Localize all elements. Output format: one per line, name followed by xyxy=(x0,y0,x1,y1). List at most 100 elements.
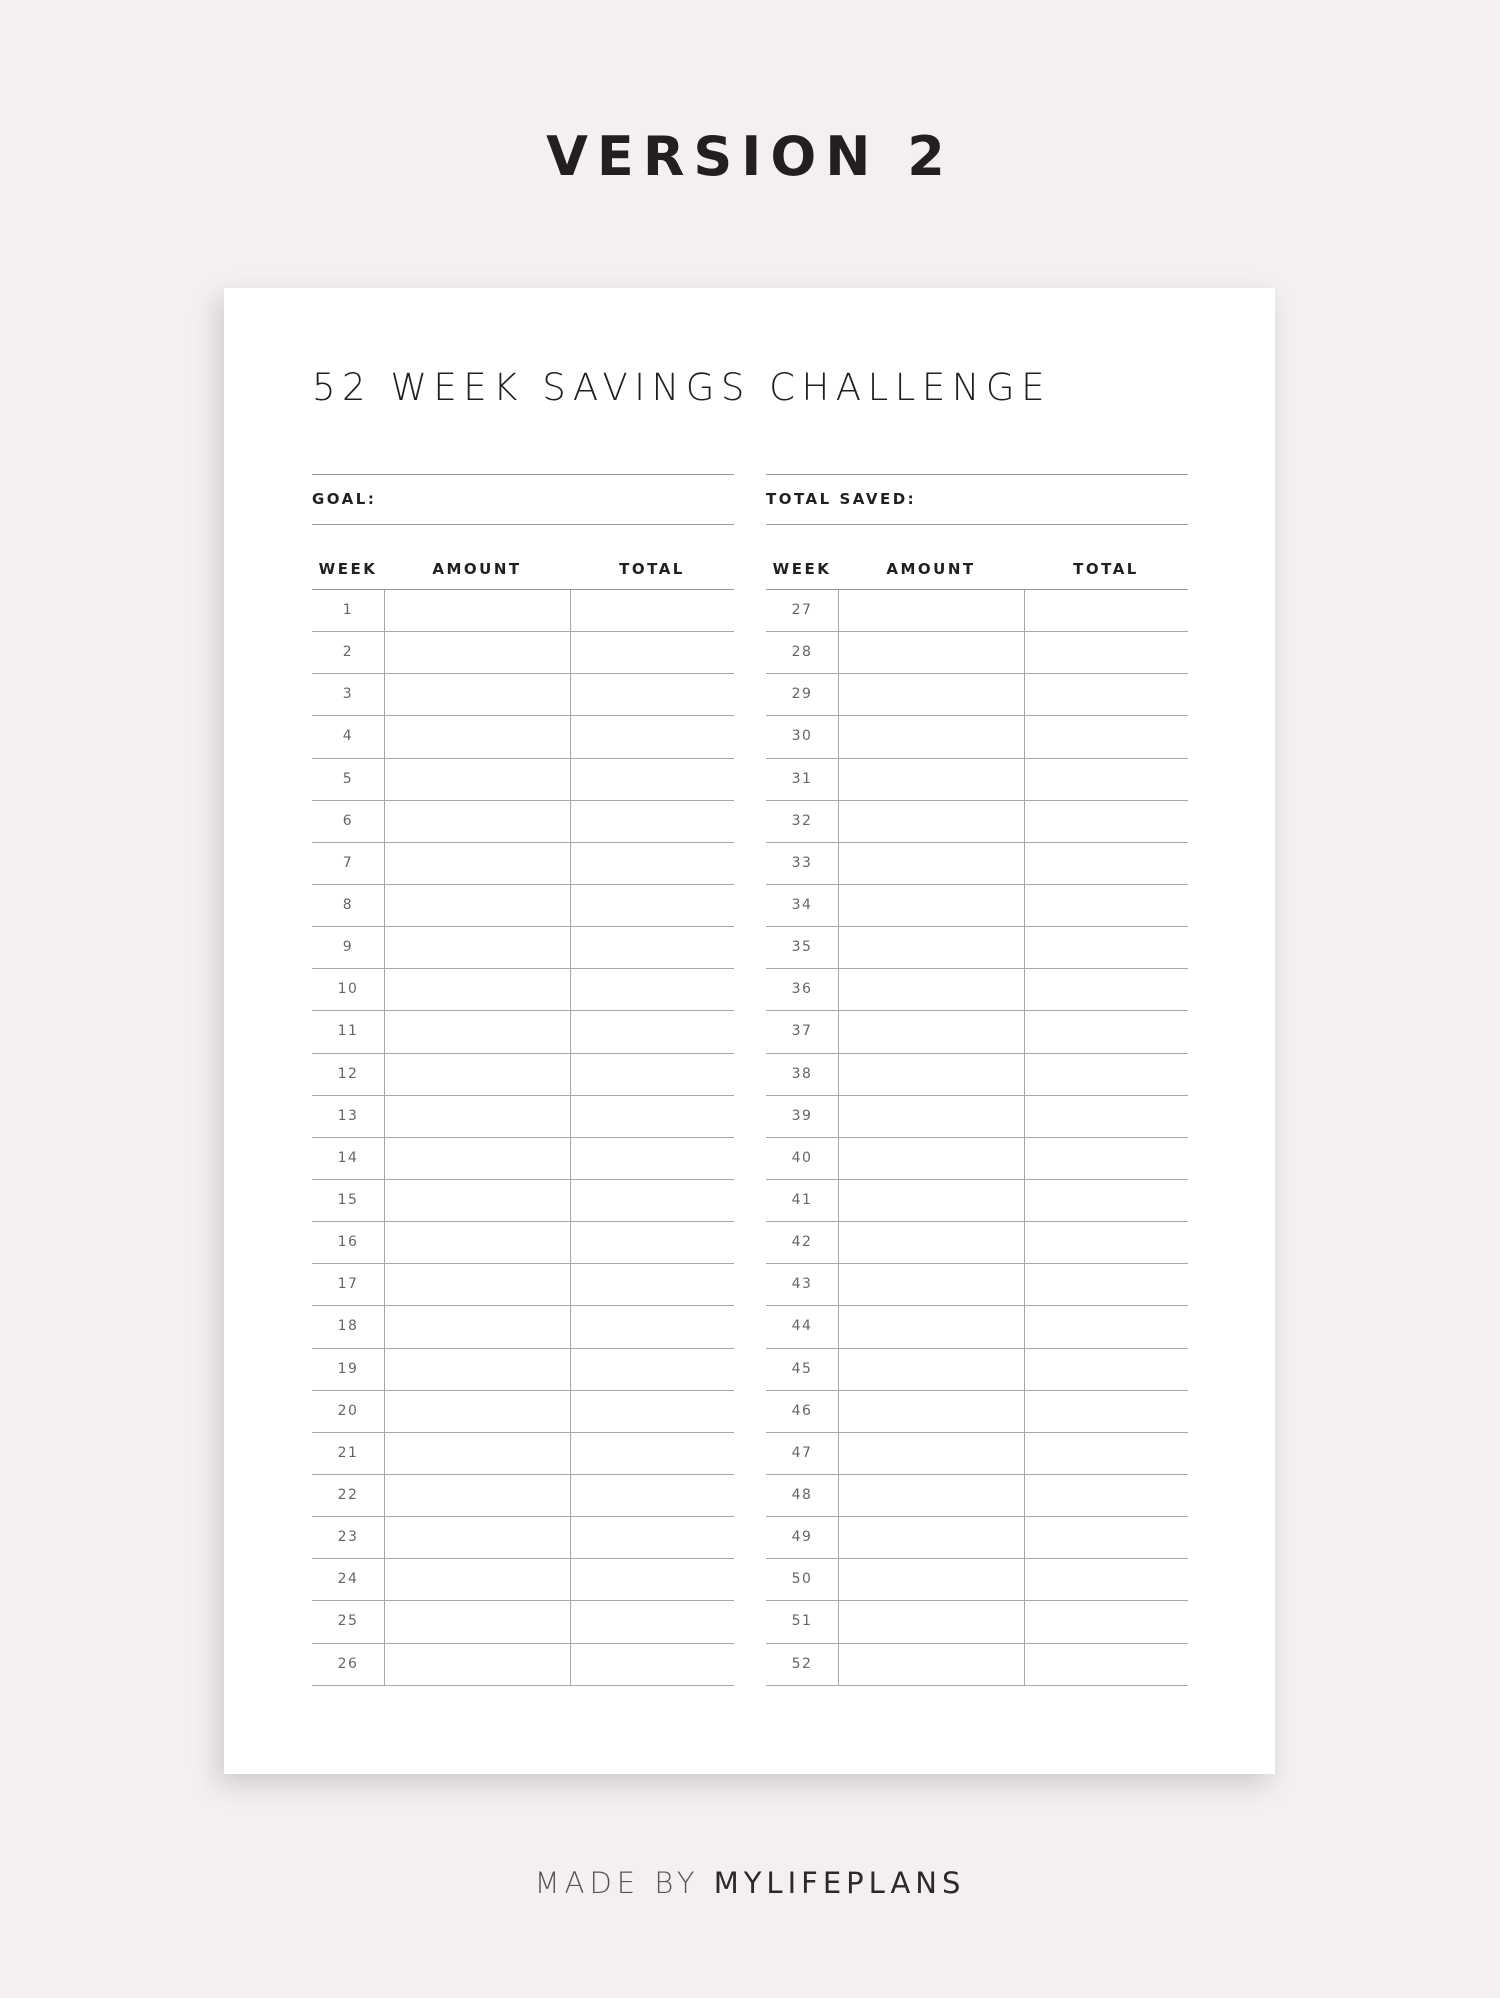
total-cell[interactable] xyxy=(570,1348,734,1390)
total-cell[interactable] xyxy=(1024,590,1188,632)
amount-cell[interactable] xyxy=(838,1137,1024,1179)
amount-cell[interactable] xyxy=(838,1095,1024,1137)
goal-field[interactable]: GOAL: xyxy=(312,474,734,525)
amount-cell[interactable] xyxy=(838,1264,1024,1306)
amount-cell[interactable] xyxy=(384,1390,570,1432)
amount-cell[interactable] xyxy=(838,1306,1024,1348)
total-cell[interactable] xyxy=(1024,800,1188,842)
amount-cell[interactable] xyxy=(838,884,1024,927)
amount-cell[interactable] xyxy=(838,1559,1024,1601)
total-cell[interactable] xyxy=(1024,716,1188,758)
total-cell[interactable] xyxy=(570,590,734,632)
amount-cell[interactable] xyxy=(838,842,1024,884)
total-cell[interactable] xyxy=(570,632,734,674)
total-cell[interactable] xyxy=(570,1137,734,1179)
amount-cell[interactable] xyxy=(384,1643,570,1685)
amount-cell[interactable] xyxy=(384,1095,570,1137)
amount-cell[interactable] xyxy=(384,1601,570,1643)
amount-cell[interactable] xyxy=(384,927,570,969)
total-cell[interactable] xyxy=(1024,1348,1188,1390)
total-cell[interactable] xyxy=(570,716,734,758)
total-cell[interactable] xyxy=(570,800,734,842)
total-cell[interactable] xyxy=(1024,969,1188,1011)
amount-cell[interactable] xyxy=(384,758,570,800)
total-cell[interactable] xyxy=(1024,1517,1188,1559)
amount-cell[interactable] xyxy=(838,716,1024,758)
total-cell[interactable] xyxy=(1024,1222,1188,1264)
amount-cell[interactable] xyxy=(384,1559,570,1601)
total-cell[interactable] xyxy=(1024,1179,1188,1222)
amount-cell[interactable] xyxy=(384,632,570,674)
amount-cell[interactable] xyxy=(384,1264,570,1306)
amount-cell[interactable] xyxy=(838,1011,1024,1053)
amount-cell[interactable] xyxy=(838,1432,1024,1474)
amount-cell[interactable] xyxy=(838,969,1024,1011)
amount-cell[interactable] xyxy=(384,969,570,1011)
total-cell[interactable] xyxy=(570,1432,734,1474)
amount-cell[interactable] xyxy=(384,1222,570,1264)
total-cell[interactable] xyxy=(1024,1643,1188,1685)
amount-cell[interactable] xyxy=(384,1474,570,1517)
total-cell[interactable] xyxy=(570,1474,734,1517)
total-cell[interactable] xyxy=(1024,1390,1188,1432)
total-cell[interactable] xyxy=(1024,927,1188,969)
amount-cell[interactable] xyxy=(384,590,570,632)
total-cell[interactable] xyxy=(1024,1474,1188,1517)
total-cell[interactable] xyxy=(570,1306,734,1348)
total-cell[interactable] xyxy=(1024,1559,1188,1601)
amount-cell[interactable] xyxy=(838,1179,1024,1222)
amount-cell[interactable] xyxy=(838,1390,1024,1432)
total-cell[interactable] xyxy=(570,1264,734,1306)
amount-cell[interactable] xyxy=(384,1053,570,1095)
amount-cell[interactable] xyxy=(838,632,1024,674)
total-cell[interactable] xyxy=(1024,1011,1188,1053)
total-cell[interactable] xyxy=(1024,842,1188,884)
total-cell[interactable] xyxy=(570,1179,734,1222)
total-cell[interactable] xyxy=(570,969,734,1011)
total-cell[interactable] xyxy=(570,1517,734,1559)
total-cell[interactable] xyxy=(1024,884,1188,927)
total-cell[interactable] xyxy=(570,1559,734,1601)
amount-cell[interactable] xyxy=(838,1601,1024,1643)
amount-cell[interactable] xyxy=(838,927,1024,969)
amount-cell[interactable] xyxy=(384,1432,570,1474)
total-cell[interactable] xyxy=(1024,1264,1188,1306)
total-cell[interactable] xyxy=(570,674,734,716)
amount-cell[interactable] xyxy=(384,800,570,842)
total-cell[interactable] xyxy=(570,1643,734,1685)
amount-cell[interactable] xyxy=(838,1348,1024,1390)
total-cell[interactable] xyxy=(570,1011,734,1053)
amount-cell[interactable] xyxy=(384,1348,570,1390)
amount-cell[interactable] xyxy=(384,674,570,716)
amount-cell[interactable] xyxy=(384,842,570,884)
total-cell[interactable] xyxy=(570,1222,734,1264)
total-cell[interactable] xyxy=(1024,1095,1188,1137)
amount-cell[interactable] xyxy=(838,1222,1024,1264)
total-cell[interactable] xyxy=(570,1095,734,1137)
amount-cell[interactable] xyxy=(838,758,1024,800)
amount-cell[interactable] xyxy=(838,1474,1024,1517)
total-cell[interactable] xyxy=(570,927,734,969)
total-cell[interactable] xyxy=(570,1053,734,1095)
total-cell[interactable] xyxy=(1024,1053,1188,1095)
total-cell[interactable] xyxy=(1024,674,1188,716)
total-cell[interactable] xyxy=(1024,758,1188,800)
total-cell[interactable] xyxy=(1024,1601,1188,1643)
amount-cell[interactable] xyxy=(838,800,1024,842)
total-cell[interactable] xyxy=(570,1390,734,1432)
amount-cell[interactable] xyxy=(838,590,1024,632)
total-cell[interactable] xyxy=(570,758,734,800)
amount-cell[interactable] xyxy=(384,1137,570,1179)
amount-cell[interactable] xyxy=(384,1306,570,1348)
amount-cell[interactable] xyxy=(384,1011,570,1053)
total-cell[interactable] xyxy=(1024,1432,1188,1474)
amount-cell[interactable] xyxy=(838,1643,1024,1685)
amount-cell[interactable] xyxy=(838,674,1024,716)
total-cell[interactable] xyxy=(570,884,734,927)
total-cell[interactable] xyxy=(570,842,734,884)
total-cell[interactable] xyxy=(1024,1137,1188,1179)
total-saved-field[interactable]: TOTAL SAVED: xyxy=(766,474,1188,525)
amount-cell[interactable] xyxy=(384,1517,570,1559)
total-cell[interactable] xyxy=(1024,632,1188,674)
total-cell[interactable] xyxy=(1024,1306,1188,1348)
